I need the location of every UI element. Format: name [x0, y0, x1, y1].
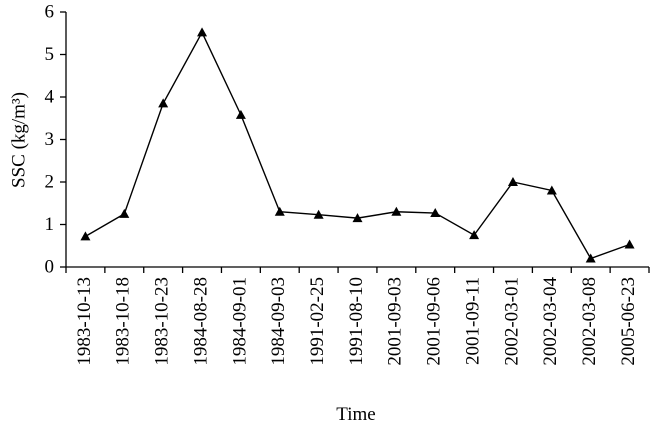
- marker: [585, 253, 596, 263]
- marker: [235, 109, 246, 119]
- marker: [624, 239, 635, 249]
- y-tick-label: 3: [45, 129, 55, 150]
- y-tick-label: 1: [45, 214, 55, 235]
- y-axis-label: SSC (kg/m³): [8, 92, 29, 188]
- x-tick-label: 1991-02-25: [307, 277, 328, 366]
- x-tick-label: 1984-09-03: [268, 277, 289, 366]
- y-tick-label: 0: [45, 256, 55, 277]
- marker: [546, 185, 557, 195]
- marker: [197, 27, 208, 37]
- marker: [430, 208, 441, 218]
- x-tick-label: 2002-03-01: [501, 277, 522, 366]
- marker: [119, 208, 130, 218]
- y-tick-label: 6: [45, 1, 55, 22]
- x-tick-label: 2001-09-03: [385, 277, 406, 366]
- x-tick-label: 1983-10-23: [152, 277, 173, 366]
- marker: [274, 206, 285, 216]
- marker: [507, 177, 518, 186]
- x-axis-label: Time: [336, 404, 375, 425]
- line: [85, 30, 630, 260]
- marker: [313, 209, 324, 219]
- x-tick-label: 2005-06-23: [618, 277, 639, 366]
- y-tick-label: 5: [45, 44, 55, 65]
- x-tick-label: 2002-03-04: [540, 277, 561, 366]
- x-tick-label: 1984-08-28: [190, 277, 211, 366]
- x-tick-label: 1983-10-13: [74, 277, 95, 366]
- marker: [469, 230, 480, 240]
- x-tick-label: 2002-03-08: [579, 277, 600, 366]
- x-tick-label: 2001-09-11: [462, 277, 483, 365]
- x-tick-label: 1983-10-18: [113, 277, 134, 366]
- x-tick-label: 2001-09-06: [424, 277, 445, 366]
- marker: [391, 206, 402, 216]
- y-tick-label: 4: [45, 86, 55, 107]
- marker: [352, 213, 363, 223]
- marker: [80, 231, 91, 241]
- marker: [158, 98, 169, 108]
- x-tick-label: 1984-09-01: [229, 277, 250, 366]
- y-tick-label: 2: [45, 171, 55, 192]
- x-tick-label: 1991-08-10: [346, 277, 367, 366]
